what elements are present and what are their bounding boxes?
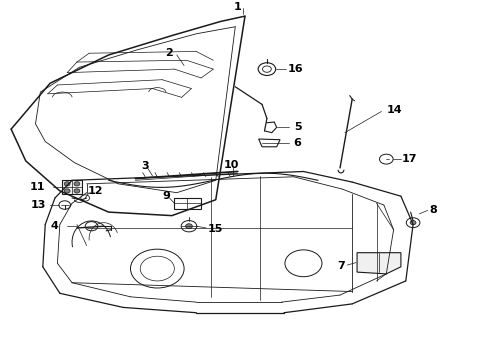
- Circle shape: [410, 221, 416, 225]
- Text: 9: 9: [162, 191, 170, 201]
- Text: 2: 2: [166, 48, 173, 58]
- Polygon shape: [62, 180, 82, 194]
- Text: 5: 5: [294, 122, 301, 132]
- Polygon shape: [357, 253, 401, 274]
- Text: 8: 8: [429, 205, 437, 215]
- Text: 13: 13: [30, 200, 46, 210]
- Circle shape: [64, 182, 70, 186]
- Text: 10: 10: [223, 160, 239, 170]
- Text: 16: 16: [288, 64, 303, 74]
- Text: 15: 15: [208, 224, 223, 234]
- Circle shape: [74, 189, 80, 193]
- Text: 3: 3: [141, 161, 149, 171]
- Circle shape: [186, 224, 193, 229]
- Text: 11: 11: [30, 183, 46, 192]
- Text: 7: 7: [338, 261, 345, 271]
- Text: 12: 12: [88, 186, 103, 196]
- Text: 6: 6: [294, 138, 302, 148]
- Text: 17: 17: [402, 154, 417, 164]
- Text: 14: 14: [386, 105, 402, 115]
- Text: 1: 1: [234, 1, 242, 12]
- Text: 4: 4: [50, 221, 58, 231]
- Circle shape: [64, 189, 70, 193]
- Circle shape: [74, 182, 80, 186]
